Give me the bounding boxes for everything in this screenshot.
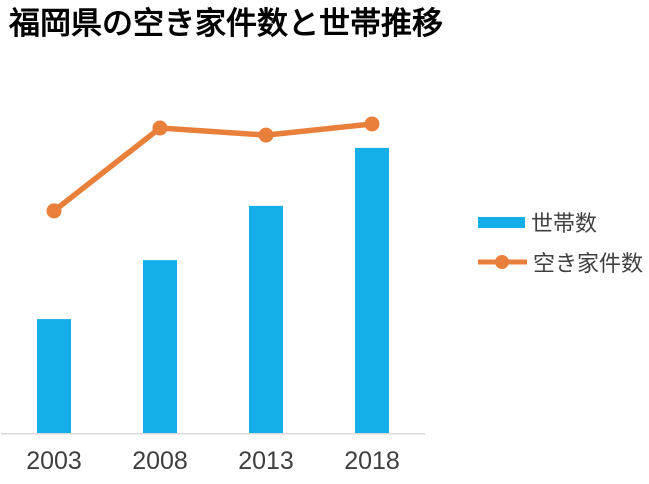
vacant-houses-line — [51, 121, 375, 214]
x-label-2013: 2013 — [238, 447, 294, 475]
bar-2013 — [249, 205, 283, 433]
x-label-2003: 2003 — [26, 447, 82, 475]
legend-item-vacant-houses: 空き家件数 — [478, 242, 643, 282]
chart-legend: 世帯数 空き家件数 — [478, 202, 643, 282]
x-label-2008: 2008 — [132, 447, 188, 475]
chart-title: 福岡県の空き家件数と世帯推移 — [9, 6, 443, 41]
bar-2008 — [143, 260, 177, 433]
bar-2003 — [37, 319, 71, 433]
marker-2018 — [364, 116, 380, 132]
bar-series-swatch-icon — [478, 216, 525, 228]
bar-2018 — [355, 147, 389, 433]
x-label-2018: 2018 — [344, 447, 400, 475]
combo-chart-plot: 2003 2008 2013 2018 — [1, 116, 425, 475]
line-series-swatch-icon — [478, 255, 527, 269]
legend-item-households: 世帯数 — [478, 202, 643, 242]
marker-2003 — [46, 203, 62, 219]
marker-2008 — [152, 120, 168, 136]
marker-2013 — [258, 127, 274, 143]
legend-label-households: 世帯数 — [531, 211, 598, 236]
legend-marker-glyph — [495, 255, 509, 269]
legend-label-vacant-houses: 空き家件数 — [533, 251, 644, 276]
